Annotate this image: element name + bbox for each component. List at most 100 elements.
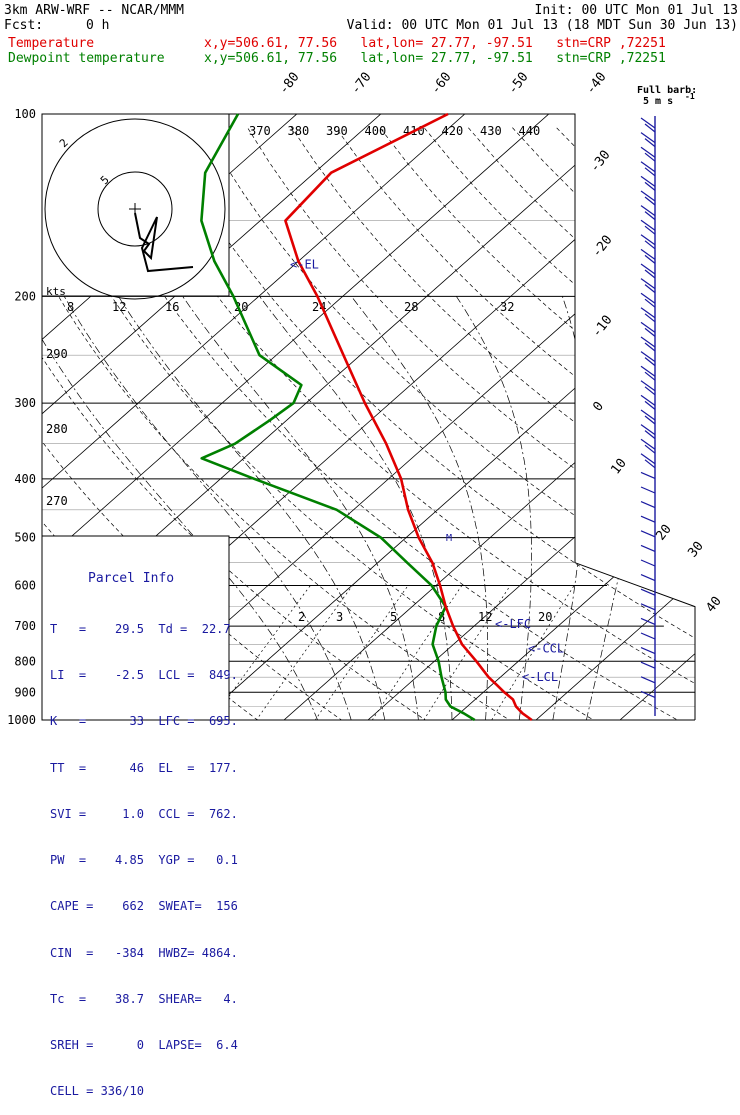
level-marker: <-CCL [528, 641, 564, 655]
theta-e-label: 370 [249, 124, 271, 138]
isobar-label: 600 [14, 579, 36, 593]
dry-adiabat [203, 127, 740, 733]
parcel-row: LI = -2.5 LCL = 849. [50, 668, 238, 683]
mixing-ratio-label: 12 [478, 610, 492, 624]
moist-adiabat [351, 296, 487, 720]
hodograph-speed-label: 32 [500, 300, 514, 314]
wind-barb [645, 212, 655, 220]
parcel-row: SREH = 0 LAPSE= 6.4 [50, 1038, 238, 1053]
isobar-label: 500 [14, 531, 36, 545]
dry-adiabat [600, 127, 740, 733]
moist-adiabat [586, 296, 654, 720]
mixing-ratio-line [247, 586, 352, 733]
level-marker: <-LCL [522, 670, 558, 684]
parcel-row: PW = 4.85 YGP = 0.1 [50, 853, 238, 868]
wind-barb [645, 153, 655, 161]
wind-barb [645, 445, 655, 453]
dry-adiabat [247, 127, 740, 733]
wind-barb [645, 168, 655, 176]
mixing-ratio-line [307, 586, 408, 733]
isotherm-label: -20 [589, 233, 615, 261]
wind-barb [641, 633, 655, 639]
parcel-row: TT = 46 EL = 177. [50, 761, 238, 776]
isotherm-label: -40 [583, 70, 609, 98]
mixing-ratio-label: 20 [538, 610, 552, 624]
isobar-label: 1000 [7, 713, 36, 727]
wind-barb [645, 416, 655, 424]
parcel-info-panel: Parcel Info T = 29.5 Td = 22.7 LI = -2.5… [50, 540, 238, 1115]
wind-barb [645, 270, 655, 278]
wind-barb [641, 662, 655, 668]
isobar-label: 200 [14, 289, 36, 303]
wind-barb [645, 226, 655, 234]
wind-barb [641, 560, 655, 566]
hodograph-speed-label: 12 [112, 300, 126, 314]
isotherm-line [689, 101, 740, 733]
wind-barb [645, 124, 655, 132]
parcel-row: Tc = 38.7 SHEAR= 4. [50, 992, 238, 1007]
wind-barb [641, 618, 655, 624]
isotherm-label: -50 [505, 70, 531, 98]
isotherm-label: 30 [685, 539, 706, 561]
wind-barb [645, 182, 655, 190]
isobar-label: 800 [14, 654, 36, 668]
level-marker-m: M [446, 533, 452, 544]
wind-barb [645, 358, 655, 366]
theta-e-label: 420 [442, 124, 464, 138]
wind-barb [645, 139, 655, 147]
moist-adiabat [456, 296, 531, 720]
theta-label: 290 [46, 347, 68, 361]
isotherm-line [353, 101, 740, 733]
isobar-label: 400 [14, 472, 36, 486]
level-marker: <-LFC [495, 617, 531, 631]
hodograph-speed-label: 28 [404, 300, 418, 314]
wind-barb [641, 677, 655, 683]
theta-e-label: 440 [519, 124, 541, 138]
mixing-ratio-label: 2 [298, 610, 305, 624]
hodograph-speed-label: 8 [67, 300, 74, 314]
wind-barb [645, 285, 655, 293]
wind-barb [645, 372, 655, 380]
hodograph-speed-label: 16 [165, 300, 179, 314]
dry-adiabat [468, 127, 740, 733]
wind-barb [645, 299, 655, 307]
parcel-row: T = 29.5 Td = 22.7 [50, 622, 238, 637]
wind-barb [641, 545, 655, 551]
mixing-ratio-label: 5 [390, 610, 397, 624]
dry-adiabat [688, 127, 740, 733]
mixing-ratio-label: 3 [336, 610, 343, 624]
theta-e-label: 390 [326, 124, 348, 138]
wind-barb [641, 589, 655, 595]
wind-barb [645, 343, 655, 351]
wind-barb [641, 502, 655, 508]
theta-label: 270 [46, 494, 68, 508]
isotherm-line [605, 101, 740, 733]
wind-barb [645, 401, 655, 409]
isotherm-line [521, 101, 740, 733]
wind-barb [645, 255, 655, 263]
moist-adiabat [553, 296, 586, 720]
parcel-row: CIN = -384 HWBZ= 4864. [50, 946, 238, 961]
isotherm-label: -80 [276, 70, 302, 98]
wind-barb [645, 314, 655, 322]
wind-barb [645, 387, 655, 395]
parcel-info-title: Parcel Info [50, 571, 238, 586]
theta-e-label: 400 [365, 124, 387, 138]
wind-barb [645, 431, 655, 439]
dry-adiabat [732, 127, 740, 733]
parcel-row: SVI = 1.0 CCL = 762. [50, 807, 238, 822]
isotherm-label: 20 [653, 522, 674, 544]
wind-barb-legend-exponent: -1 [685, 92, 695, 101]
theta-e-label: 430 [480, 124, 502, 138]
isotherm-label: -70 [348, 70, 374, 98]
isotherm-label: 40 [703, 594, 724, 616]
level-marker: <-EL [290, 257, 319, 271]
theta-e-label: 380 [288, 124, 310, 138]
dry-adiabat [644, 127, 740, 733]
wind-barb [641, 516, 655, 522]
isotherm-label: -60 [428, 70, 454, 98]
wind-barb [645, 460, 655, 468]
isotherm-label: -10 [589, 313, 615, 341]
isotherm-line [185, 101, 740, 733]
dewpoint-line [201, 114, 474, 720]
